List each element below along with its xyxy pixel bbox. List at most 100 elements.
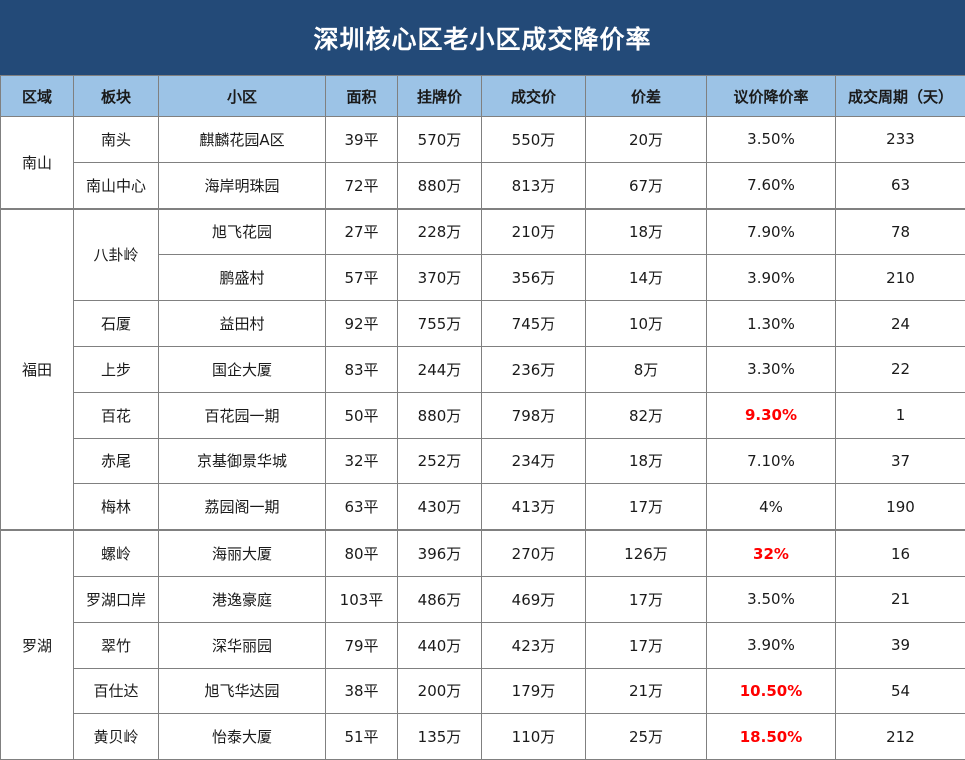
diff-cell: 10万 [586, 301, 707, 347]
diff-cell: 8万 [586, 346, 707, 392]
area-cell: 27平 [326, 209, 398, 255]
deal-price-cell: 356万 [482, 255, 586, 301]
estate-cell: 海岸明珠园 [159, 162, 326, 208]
rate-cell: 1.30% [707, 301, 836, 347]
rate-cell: 7.60% [707, 162, 836, 208]
header-discount-rate: 议价降价率 [707, 76, 836, 117]
cycle-cell: 63 [836, 162, 965, 208]
table-row: 南山中心 海岸明珠园 72平 880万 813万 67万 7.60% 63 [1, 162, 965, 208]
block-cell: 上步 [74, 346, 159, 392]
cycle-cell: 21 [836, 576, 965, 622]
deal-price-cell: 236万 [482, 346, 586, 392]
list-price-cell: 880万 [398, 392, 482, 438]
cycle-cell: 54 [836, 668, 965, 714]
table-row: 梅林 荔园阁一期 63平 430万 413万 17万 4% 190 [1, 484, 965, 530]
diff-cell: 17万 [586, 484, 707, 530]
area-cell: 32平 [326, 438, 398, 484]
cycle-cell: 210 [836, 255, 965, 301]
estate-cell: 荔园阁一期 [159, 484, 326, 530]
estate-cell: 旭飞花园 [159, 209, 326, 255]
diff-cell: 126万 [586, 530, 707, 576]
cycle-cell: 16 [836, 530, 965, 576]
table-row: 罗湖 螺岭 海丽大厦 80平 396万 270万 126万 32% 16 [1, 530, 965, 576]
area-cell: 83平 [326, 346, 398, 392]
estate-cell: 国企大厦 [159, 346, 326, 392]
cycle-cell: 1 [836, 392, 965, 438]
area-cell: 50平 [326, 392, 398, 438]
area-cell: 39平 [326, 117, 398, 163]
block-cell: 石厦 [74, 301, 159, 347]
data-table: 区域 板块 小区 面积 挂牌价 成交价 价差 议价降价率 成交周期（天） 南山 … [0, 75, 965, 760]
cycle-cell: 190 [836, 484, 965, 530]
header-deal-cycle: 成交周期（天） [836, 76, 965, 117]
deal-price-cell: 469万 [482, 576, 586, 622]
list-price-cell: 486万 [398, 576, 482, 622]
table-row: 南山 南头 麒麟花园A区 39平 570万 550万 20万 3.50% 233 [1, 117, 965, 163]
table-row: 赤尾 京基御景华城 32平 252万 234万 18万 7.10% 37 [1, 438, 965, 484]
list-price-cell: 880万 [398, 162, 482, 208]
table-row: 百花 百花园一期 50平 880万 798万 82万 9.30% 1 [1, 392, 965, 438]
table-title: 深圳核心区老小区成交降价率 [0, 0, 965, 75]
deal-price-cell: 179万 [482, 668, 586, 714]
block-cell: 螺岭 [74, 530, 159, 576]
block-cell: 南头 [74, 117, 159, 163]
diff-cell: 82万 [586, 392, 707, 438]
deal-price-cell: 745万 [482, 301, 586, 347]
diff-cell: 17万 [586, 622, 707, 668]
diff-cell: 17万 [586, 576, 707, 622]
list-price-cell: 755万 [398, 301, 482, 347]
deal-price-cell: 210万 [482, 209, 586, 255]
rate-cell: 3.50% [707, 117, 836, 163]
area-cell: 63平 [326, 484, 398, 530]
block-cell: 罗湖口岸 [74, 576, 159, 622]
cycle-cell: 22 [836, 346, 965, 392]
deal-price-cell: 423万 [482, 622, 586, 668]
diff-cell: 67万 [586, 162, 707, 208]
block-cell: 赤尾 [74, 438, 159, 484]
rate-cell: 3.50% [707, 576, 836, 622]
block-cell: 梅林 [74, 484, 159, 530]
table-row: 翠竹 深华丽园 79平 440万 423万 17万 3.90% 39 [1, 622, 965, 668]
list-price-cell: 370万 [398, 255, 482, 301]
area-cell: 38平 [326, 668, 398, 714]
diff-cell: 20万 [586, 117, 707, 163]
rate-cell: 7.10% [707, 438, 836, 484]
estate-cell: 麒麟花园A区 [159, 117, 326, 163]
area-cell: 92平 [326, 301, 398, 347]
estate-cell: 益田村 [159, 301, 326, 347]
block-cell: 翠竹 [74, 622, 159, 668]
header-price-diff: 价差 [586, 76, 707, 117]
rate-cell: 3.30% [707, 346, 836, 392]
deal-price-cell: 234万 [482, 438, 586, 484]
deal-price-cell: 413万 [482, 484, 586, 530]
diff-cell: 21万 [586, 668, 707, 714]
list-price-cell: 228万 [398, 209, 482, 255]
diff-cell: 18万 [586, 438, 707, 484]
table-row: 百仕达 旭飞华达园 38平 200万 179万 21万 10.50% 54 [1, 668, 965, 714]
deal-price-cell: 550万 [482, 117, 586, 163]
area-cell: 80平 [326, 530, 398, 576]
area-cell: 57平 [326, 255, 398, 301]
estate-cell: 旭飞华达园 [159, 668, 326, 714]
header-deal-price: 成交价 [482, 76, 586, 117]
rate-cell: 4% [707, 484, 836, 530]
list-price-cell: 200万 [398, 668, 482, 714]
deal-price-cell: 813万 [482, 162, 586, 208]
list-price-cell: 252万 [398, 438, 482, 484]
header-estate: 小区 [159, 76, 326, 117]
table-row: 石厦 益田村 92平 755万 745万 10万 1.30% 24 [1, 301, 965, 347]
table-header-row: 区域 板块 小区 面积 挂牌价 成交价 价差 议价降价率 成交周期（天） [1, 76, 965, 117]
table-row: 福田 八卦岭 旭飞花园 27平 228万 210万 18万 7.90% 78 [1, 209, 965, 255]
deal-price-cell: 798万 [482, 392, 586, 438]
block-cell: 百仕达 [74, 668, 159, 714]
table-row: 上步 国企大厦 83平 244万 236万 8万 3.30% 22 [1, 346, 965, 392]
cycle-cell: 78 [836, 209, 965, 255]
list-price-cell: 440万 [398, 622, 482, 668]
estate-cell: 鹏盛村 [159, 255, 326, 301]
rate-cell-highlight: 10.50% [707, 668, 836, 714]
cycle-cell: 24 [836, 301, 965, 347]
rate-cell-highlight: 32% [707, 530, 836, 576]
block-cell: 八卦岭 [74, 209, 159, 301]
block-cell: 百花 [74, 392, 159, 438]
